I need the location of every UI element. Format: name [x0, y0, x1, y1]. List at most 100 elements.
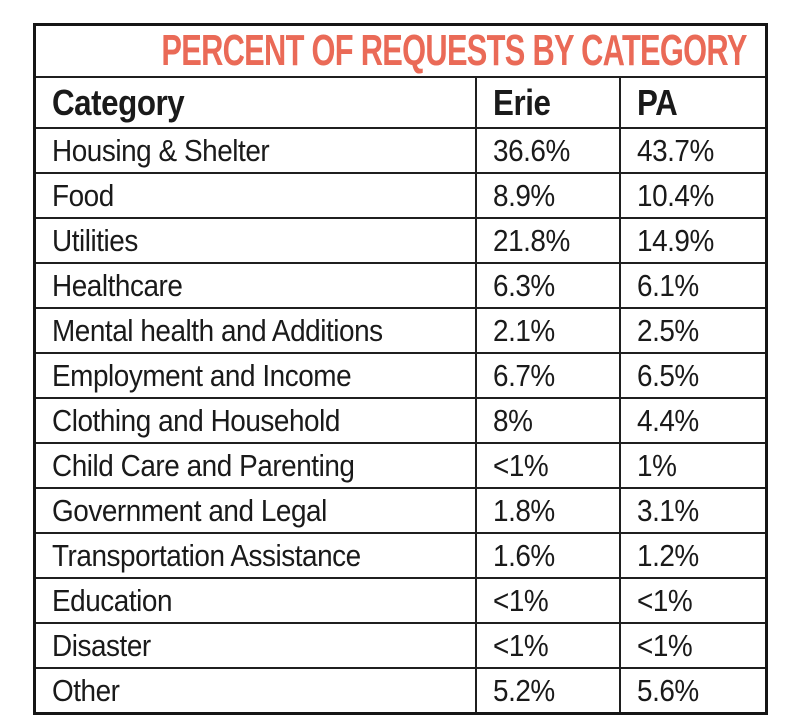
- pa-value: 10.4%: [636, 177, 714, 213]
- erie-value: <1%: [492, 627, 549, 663]
- category-cell: Government and Legal: [33, 487, 477, 534]
- pa-value: 6.5%: [636, 357, 699, 393]
- table-row: Child Care and Parenting <1% 1%: [33, 442, 768, 489]
- pa-value: 6.1%: [636, 267, 699, 303]
- category-cell: Clothing and Household: [33, 397, 477, 444]
- erie-value: 2.1%: [492, 312, 555, 348]
- erie-value-cell: 8%: [474, 397, 621, 444]
- table-row: Food 8.9% 10.4%: [33, 172, 768, 219]
- pa-value-cell: 43.7%: [618, 127, 768, 174]
- erie-value: 6.7%: [492, 357, 555, 393]
- erie-value-cell: 6.7%: [474, 352, 621, 399]
- erie-value: <1%: [492, 582, 549, 618]
- category-cell: Healthcare: [33, 262, 477, 309]
- pa-value-cell: 6.5%: [618, 352, 768, 399]
- category-label: Mental health and Additions: [52, 312, 383, 348]
- category-label: Other: [52, 672, 120, 708]
- column-header-pa: PA: [618, 76, 768, 129]
- category-label: Employment and Income: [52, 357, 352, 393]
- table-row: Healthcare 6.3% 6.1%: [33, 262, 768, 309]
- erie-value: 5.2%: [492, 672, 555, 708]
- category-cell: Child Care and Parenting: [33, 442, 477, 489]
- category-cell: Mental health and Additions: [33, 307, 477, 354]
- erie-value-cell: 8.9%: [474, 172, 621, 219]
- pa-value-cell: 10.4%: [618, 172, 768, 219]
- erie-value-cell: 5.2%: [474, 667, 621, 715]
- table-row: Clothing and Household 8% 4.4%: [33, 397, 768, 444]
- category-label: Child Care and Parenting: [52, 447, 355, 483]
- category-label: Education: [52, 582, 173, 618]
- erie-value: 8.9%: [492, 177, 555, 213]
- erie-value-cell: 36.6%: [474, 127, 621, 174]
- table-title-cell: PERCENT OF REQUESTS BY CATEGORY: [33, 23, 768, 78]
- category-cell: Other: [33, 667, 477, 715]
- pa-value-cell: 4.4%: [618, 397, 768, 444]
- category-cell: Housing & Shelter: [33, 127, 477, 174]
- category-cell: Education: [33, 577, 477, 624]
- column-header-erie: Erie: [474, 76, 621, 129]
- erie-value-cell: <1%: [474, 577, 621, 624]
- table-title-row: PERCENT OF REQUESTS BY CATEGORY: [33, 23, 768, 78]
- erie-value-cell: <1%: [474, 442, 621, 489]
- erie-value-cell: 21.8%: [474, 217, 621, 264]
- erie-value-cell: <1%: [474, 622, 621, 669]
- pa-value-cell: 3.1%: [618, 487, 768, 534]
- table-row: Employment and Income 6.7% 6.5%: [33, 352, 768, 399]
- table-row: Mental health and Additions 2.1% 2.5%: [33, 307, 768, 354]
- erie-value-cell: 1.8%: [474, 487, 621, 534]
- pa-value: <1%: [636, 582, 693, 618]
- column-header-category: Category: [33, 76, 477, 129]
- erie-value: 6.3%: [492, 267, 555, 303]
- category-cell: Employment and Income: [33, 352, 477, 399]
- category-label: Food: [52, 177, 114, 213]
- category-cell: Disaster: [33, 622, 477, 669]
- category-label: Clothing and Household: [52, 402, 340, 438]
- pa-value: 5.6%: [636, 672, 699, 708]
- erie-value: 36.6%: [492, 132, 570, 168]
- table-row: Government and Legal 1.8% 3.1%: [33, 487, 768, 534]
- pa-value-cell: 5.6%: [618, 667, 768, 715]
- category-label: Utilities: [52, 222, 138, 258]
- requests-by-category-table: PERCENT OF REQUESTS BY CATEGORY Category…: [33, 23, 769, 715]
- erie-value: 1.6%: [492, 537, 555, 573]
- category-cell: Food: [33, 172, 477, 219]
- pa-value: <1%: [636, 627, 693, 663]
- pa-value: 1%: [636, 447, 677, 483]
- pa-value-cell: 14.9%: [618, 217, 768, 264]
- category-label: Disaster: [52, 627, 151, 663]
- category-label: Housing & Shelter: [52, 132, 270, 168]
- pa-value-cell: 6.1%: [618, 262, 768, 309]
- erie-value-cell: 6.3%: [474, 262, 621, 309]
- table-row: Utilities 21.8% 14.9%: [33, 217, 768, 264]
- erie-value: <1%: [492, 447, 549, 483]
- pa-value-cell: 1.2%: [618, 532, 768, 579]
- pa-value-cell: <1%: [618, 622, 768, 669]
- erie-value: 1.8%: [492, 492, 555, 528]
- table-header-row: Category Erie PA: [33, 76, 768, 129]
- erie-value: 8%: [492, 402, 533, 438]
- pa-value: 1.2%: [636, 537, 699, 573]
- pa-value-cell: <1%: [618, 577, 768, 624]
- category-label: Transportation Assistance: [52, 537, 361, 573]
- pa-value: 14.9%: [636, 222, 714, 258]
- table-row: Housing & Shelter 36.6% 43.7%: [33, 127, 768, 174]
- table-row: Other 5.2% 5.6%: [33, 667, 768, 715]
- category-label: Government and Legal: [52, 492, 327, 528]
- erie-value-cell: 1.6%: [474, 532, 621, 579]
- category-cell: Utilities: [33, 217, 477, 264]
- table-row: Disaster <1% <1%: [33, 622, 768, 669]
- pa-value: 4.4%: [636, 402, 699, 438]
- pa-value: 2.5%: [636, 312, 699, 348]
- pa-value-cell: 1%: [618, 442, 768, 489]
- table-row: Transportation Assistance 1.6% 1.2%: [33, 532, 768, 579]
- pa-value-cell: 2.5%: [618, 307, 768, 354]
- category-cell: Transportation Assistance: [33, 532, 477, 579]
- erie-value-cell: 2.1%: [474, 307, 621, 354]
- erie-value: 21.8%: [492, 222, 570, 258]
- pa-value: 43.7%: [636, 132, 714, 168]
- pa-value: 3.1%: [636, 492, 699, 528]
- category-label: Healthcare: [52, 267, 183, 303]
- table-row: Education <1% <1%: [33, 577, 768, 624]
- table-title: PERCENT OF REQUESTS BY CATEGORY: [161, 26, 747, 75]
